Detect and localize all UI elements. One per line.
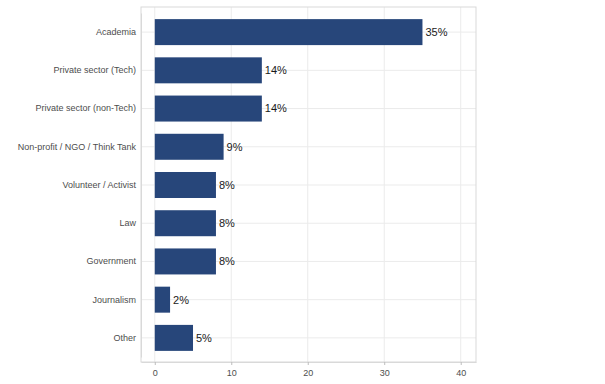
x-axis: 0 10 20 30 40 — [142, 362, 477, 378]
chart: 0 10 20 30 40 Academia Private sector (Tech) Pr… — [0, 0, 605, 384]
plot-frame — [141, 7, 476, 362]
grid-line-y — [141, 299, 476, 300]
y-tick-label: Journalism — [92, 295, 136, 305]
grid — [141, 7, 476, 362]
x-tick-label: 30 — [380, 368, 390, 378]
bar — [155, 134, 224, 160]
bar — [155, 172, 216, 198]
x-tick-mark — [231, 362, 232, 365]
x-tick: 40 — [456, 362, 466, 378]
y-tick-label: Government — [86, 256, 136, 266]
y-tick-label: Volunteer / Activist — [62, 180, 136, 190]
x-tick: 30 — [380, 362, 390, 378]
y-tick: Law — [119, 218, 141, 228]
bar — [155, 57, 262, 83]
data-label: 2% — [173, 294, 189, 306]
x-tick-mark — [155, 362, 156, 365]
data-label: 14% — [265, 64, 287, 76]
data-label: 8% — [219, 179, 235, 191]
x-tick: 10 — [227, 362, 237, 378]
bar — [155, 325, 193, 351]
y-tick-label: Non-profit / NGO / Think Tank — [18, 142, 137, 152]
y-tick: Non-profit / NGO / Think Tank — [18, 142, 141, 152]
y-tick: Private sector (non-Tech) — [35, 103, 141, 113]
x-tick: 20 — [303, 362, 313, 378]
x-tick-label: 10 — [227, 368, 237, 378]
x-tick-label: 20 — [303, 368, 313, 378]
bar — [155, 19, 423, 45]
y-tick: Volunteer / Activist — [62, 180, 141, 190]
data-label: 5% — [196, 332, 212, 344]
y-axis: Academia Private sector (Tech) Private sec… — [18, 14, 142, 358]
x-tick: 0 — [153, 362, 158, 378]
x-tick-mark — [461, 362, 462, 365]
bars — [155, 19, 423, 351]
y-tick: Other — [113, 333, 141, 343]
data-label: 8% — [219, 217, 235, 229]
y-tick-label: Other — [113, 333, 136, 343]
y-tick-label: Academia — [96, 27, 136, 37]
y-tick-label: Private sector (Tech) — [53, 65, 136, 75]
x-tick-label: 40 — [456, 368, 466, 378]
bar — [155, 96, 262, 122]
data-label: 8% — [219, 255, 235, 267]
bar — [155, 248, 216, 274]
y-tick: Private sector (Tech) — [53, 65, 141, 75]
y-tick: Government — [86, 256, 141, 266]
data-label: 9% — [227, 141, 243, 153]
data-label: 14% — [265, 102, 287, 114]
x-tick-mark — [384, 362, 385, 365]
x-axis-line — [142, 362, 477, 363]
y-tick: Journalism — [92, 295, 141, 305]
y-tick-label: Private sector (non-Tech) — [35, 103, 136, 113]
bar — [155, 287, 170, 313]
data-label: 35% — [425, 26, 447, 38]
y-tick: Academia — [96, 27, 141, 37]
x-tick-mark — [308, 362, 309, 365]
bar — [155, 210, 216, 236]
y-axis-line — [141, 14, 142, 358]
x-tick-label: 0 — [153, 368, 158, 378]
data-labels: 35% 14% 14% 9% 8% 8% 8% 2% 5% — [173, 26, 448, 344]
y-tick-label: Law — [119, 218, 136, 228]
